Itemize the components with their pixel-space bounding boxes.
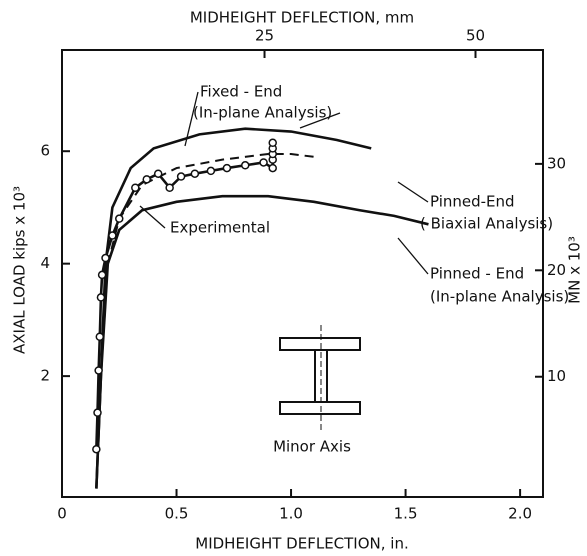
data-point bbox=[108, 231, 117, 240]
series-label: Pinned - End bbox=[430, 265, 524, 283]
data-point bbox=[268, 138, 277, 148]
x-tick-label: 1.0 bbox=[279, 505, 303, 523]
inset-section bbox=[279, 325, 361, 432]
data-point bbox=[115, 214, 124, 223]
leader-line bbox=[299, 112, 341, 129]
y2-axis-label: MN x 10³ bbox=[566, 236, 584, 304]
x2-tick-label: 50 bbox=[466, 27, 485, 45]
x-tick-label: 0 bbox=[57, 505, 67, 523]
leader-line bbox=[184, 91, 199, 147]
data-point bbox=[153, 169, 163, 178]
series-line bbox=[95, 142, 275, 450]
data-point bbox=[240, 161, 250, 170]
data-point bbox=[259, 158, 268, 167]
x2-tick-label: 25 bbox=[255, 27, 274, 45]
data-point bbox=[222, 163, 232, 173]
y2-tick-label: 10 bbox=[547, 367, 566, 385]
data-point bbox=[96, 293, 106, 302]
flange bbox=[279, 337, 361, 351]
series-label: Fixed - End bbox=[200, 83, 282, 101]
x-axis-label: MIDHEIGHT DEFLECTION, in. bbox=[195, 535, 409, 553]
inset-label: Minor Axis bbox=[273, 438, 351, 456]
series-label: Pinned-End bbox=[430, 193, 515, 211]
x-tick-label: 0.5 bbox=[165, 505, 189, 523]
series-line bbox=[95, 127, 372, 489]
data-point bbox=[101, 253, 110, 263]
y2-tick-label: 20 bbox=[547, 261, 566, 279]
series-note: (In-plane Analysis) bbox=[430, 288, 569, 306]
leader-line bbox=[139, 205, 166, 229]
y-tick-label: 4 bbox=[40, 254, 50, 272]
y-axis-label: AXIAL LOAD kips x 10³ bbox=[11, 186, 29, 354]
data-point bbox=[268, 163, 277, 173]
data-point bbox=[206, 166, 216, 176]
data-point bbox=[176, 172, 186, 181]
plot-frame bbox=[61, 49, 544, 498]
series-line bbox=[95, 194, 429, 489]
leader-line bbox=[397, 237, 429, 275]
data-point bbox=[190, 169, 200, 178]
leader-line bbox=[397, 181, 429, 203]
x-tick-label: 2.0 bbox=[508, 505, 532, 523]
x2-axis-label: MIDHEIGHT DEFLECTION, mm bbox=[190, 9, 414, 27]
y-tick-label: 2 bbox=[40, 367, 50, 385]
data-point bbox=[165, 183, 174, 193]
data-point bbox=[131, 183, 140, 193]
series-note: ( Biaxial Analysis) bbox=[420, 215, 553, 233]
y2-tick-label: 30 bbox=[547, 154, 566, 172]
series-label: Experimental bbox=[170, 219, 270, 237]
flange bbox=[279, 401, 361, 415]
data-point bbox=[95, 332, 105, 342]
data-point bbox=[93, 408, 102, 417]
data-point bbox=[97, 270, 107, 280]
data-point bbox=[94, 366, 103, 375]
series-note: (In-plane Analysis) bbox=[193, 104, 332, 122]
data-point bbox=[92, 444, 101, 454]
x-tick-label: 1.5 bbox=[394, 505, 418, 523]
data-point bbox=[142, 175, 151, 184]
y-tick-label: 6 bbox=[40, 142, 50, 160]
